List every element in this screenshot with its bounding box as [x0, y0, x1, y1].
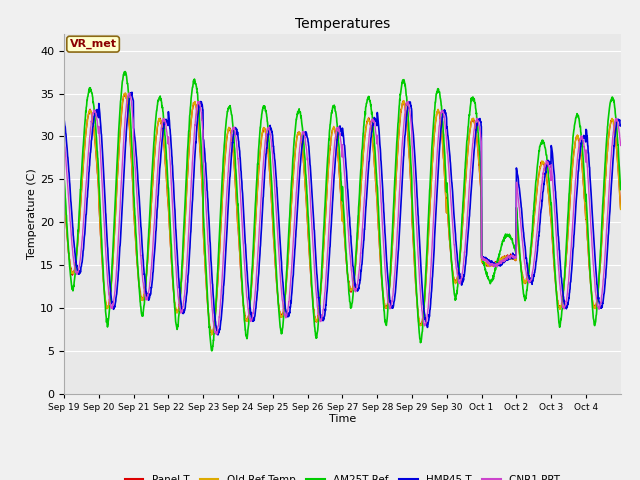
AM25T Ref [116, 114, 124, 120]
X-axis label: Time: Time [329, 414, 356, 424]
Line: Panel T: Panel T [64, 93, 621, 334]
Panel T [236, 259, 244, 265]
HMP45 T [60, 116, 68, 121]
Line: AM25T Ref: AM25T Ref [64, 72, 621, 351]
AM25T Ref [617, 187, 625, 192]
Panel T [209, 331, 216, 337]
HMP45 T [609, 156, 617, 162]
AM25T Ref [122, 69, 129, 74]
Old Ref Temp [207, 332, 215, 338]
CNR1 PRT [116, 213, 124, 219]
Line: HMP45 T: HMP45 T [64, 92, 621, 335]
Old Ref Temp [617, 206, 625, 212]
AM25T Ref [542, 147, 550, 153]
Old Ref Temp [60, 190, 68, 196]
Title: Temperatures: Temperatures [295, 17, 390, 31]
AM25T Ref [60, 173, 68, 179]
CNR1 PRT [376, 179, 384, 185]
Panel T [617, 205, 625, 211]
HMP45 T [617, 122, 625, 128]
AM25T Ref [609, 97, 617, 103]
Panel T [122, 90, 129, 96]
Panel T [116, 136, 124, 142]
CNR1 PRT [617, 143, 625, 148]
HMP45 T [542, 169, 550, 175]
Line: CNR1 PRT: CNR1 PRT [64, 93, 621, 334]
HMP45 T [116, 251, 124, 256]
Panel T [60, 188, 68, 193]
Y-axis label: Temperature (C): Temperature (C) [28, 168, 37, 259]
Old Ref Temp [376, 252, 384, 258]
Old Ref Temp [510, 256, 518, 262]
HMP45 T [510, 253, 518, 259]
AM25T Ref [236, 244, 244, 250]
HMP45 T [214, 332, 222, 338]
Old Ref Temp [116, 137, 124, 143]
HMP45 T [376, 144, 384, 149]
Panel T [376, 253, 384, 259]
Old Ref Temp [609, 118, 617, 123]
CNR1 PRT [542, 161, 550, 167]
CNR1 PRT [213, 331, 221, 337]
Panel T [510, 255, 518, 261]
HMP45 T [128, 89, 136, 95]
Legend: Panel T, Old Ref Temp, AM25T Ref, HMP45 T, CNR1 PRT: Panel T, Old Ref Temp, AM25T Ref, HMP45 … [120, 471, 564, 480]
Old Ref Temp [122, 90, 129, 96]
AM25T Ref [376, 241, 384, 247]
AM25T Ref [208, 348, 216, 354]
CNR1 PRT [60, 134, 68, 140]
CNR1 PRT [609, 132, 617, 138]
Text: VR_met: VR_met [70, 39, 116, 49]
CNR1 PRT [125, 90, 133, 96]
CNR1 PRT [510, 253, 518, 259]
HMP45 T [236, 155, 244, 161]
Old Ref Temp [236, 259, 244, 264]
Panel T [609, 118, 617, 124]
AM25T Ref [510, 245, 518, 251]
Line: Old Ref Temp: Old Ref Temp [64, 93, 621, 335]
Old Ref Temp [542, 168, 550, 173]
Panel T [542, 168, 550, 174]
CNR1 PRT [236, 187, 244, 193]
